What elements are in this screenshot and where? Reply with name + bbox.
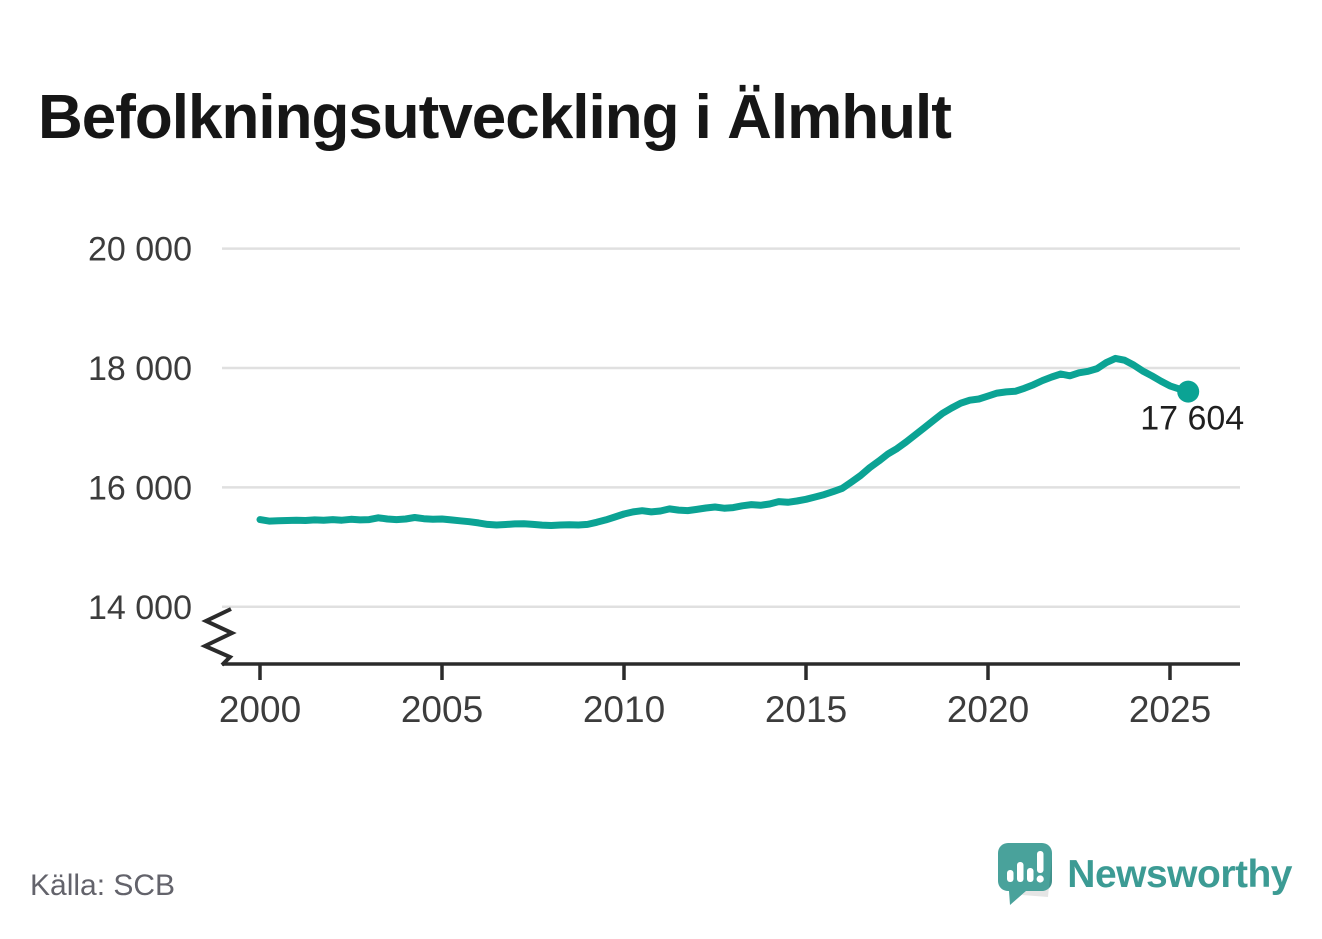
population-line	[256, 354, 1192, 529]
end-point-marker	[1177, 380, 1200, 403]
x-tick-label: 2010	[583, 689, 665, 730]
x-tick-label: 2020	[947, 689, 1029, 730]
end-value-label: 17 604	[1140, 400, 1244, 438]
x-tick-label: 2005	[401, 689, 483, 730]
x-tick-label: 2015	[765, 689, 847, 730]
page-title: Befolkningsutveckling i Älmhult	[38, 82, 952, 152]
axis-break-icon	[200, 607, 237, 667]
y-tick-label: 18 000	[88, 350, 192, 388]
logo-wordmark: Newsworthy	[1067, 853, 1292, 896]
x-tick-label: 2000	[219, 689, 301, 730]
y-tick-label: 16 000	[88, 469, 192, 507]
newsworthy-speech-bubble-barchart-icon	[998, 843, 1053, 905]
y-tick-label: 20 000	[88, 231, 192, 269]
x-tick-label: 2025	[1129, 689, 1211, 730]
newsworthy-logo: Newsworthy	[998, 843, 1292, 907]
y-tick-label: 14 000	[88, 589, 192, 627]
source-note: Källa: SCB	[30, 869, 176, 902]
